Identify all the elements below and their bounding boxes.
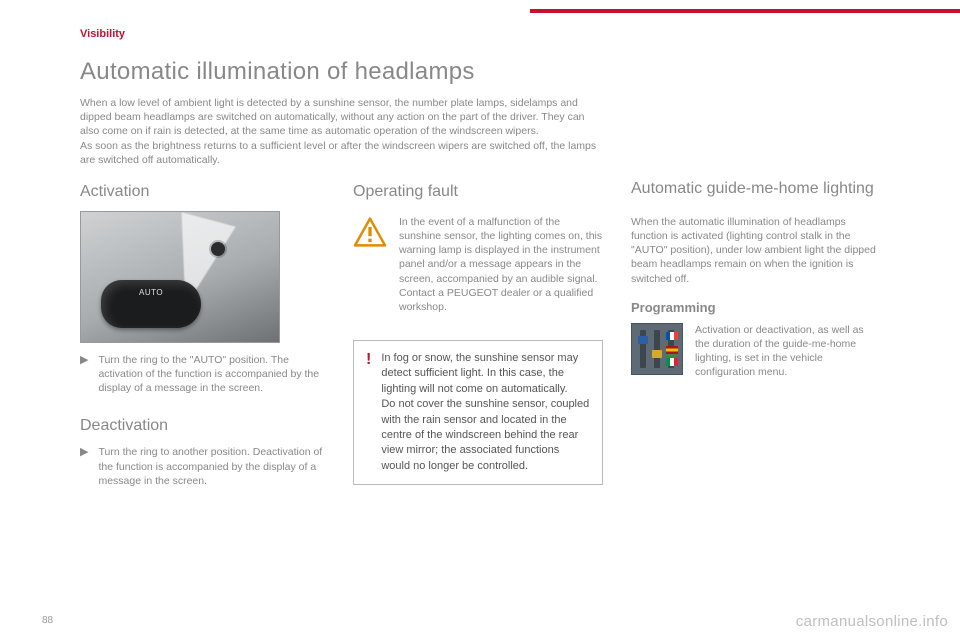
flag-icon xyxy=(666,358,678,366)
slider-graphic xyxy=(654,330,660,368)
programming-row: Activation or deactivation, as well as t… xyxy=(631,323,881,380)
activation-heading: Activation xyxy=(80,183,325,201)
column-left: Activation ▶ Turn the ring to the "AUTO"… xyxy=(80,179,325,494)
flag-icon xyxy=(666,332,678,340)
operating-fault-heading: Operating fault xyxy=(353,183,603,201)
operating-fault-row: In the event of a malfunction of the sun… xyxy=(353,215,603,314)
activation-bullet-text: Turn the ring to the "AUTO" position. Th… xyxy=(98,353,325,396)
header-red-bar xyxy=(530,9,960,13)
page-title: Automatic illumination of headlamps xyxy=(80,58,912,86)
activation-photo xyxy=(80,211,280,343)
deactivation-bullet-text: Turn the ring to another position. Deact… xyxy=(98,445,325,488)
programming-heading: Programming xyxy=(631,300,881,315)
callout-text: In fog or snow, the sunshine sensor may … xyxy=(381,351,590,474)
guide-me-home-text: When the automatic illumination of headl… xyxy=(631,215,881,286)
slider-graphic xyxy=(640,330,646,368)
flag-icon xyxy=(666,346,678,354)
page-content: Visibility Automatic illumination of hea… xyxy=(0,0,960,494)
page-number: 88 xyxy=(42,615,53,626)
watermark-text: carmanualsonline.info xyxy=(796,613,948,630)
activation-bullet: ▶ Turn the ring to the "AUTO" position. … xyxy=(80,353,325,396)
guide-me-home-heading: Automatic guide-me-home lighting xyxy=(631,179,881,199)
configuration-menu-icon xyxy=(631,323,683,375)
section-label: Visibility xyxy=(80,28,912,40)
warning-callout: ! In fog or snow, the sunshine sensor ma… xyxy=(353,340,603,485)
deactivation-heading: Deactivation xyxy=(80,417,325,435)
content-columns: Activation ▶ Turn the ring to the "AUTO"… xyxy=(80,179,912,494)
lighting-stalk-graphic xyxy=(101,280,201,328)
sensor-dot-graphic xyxy=(211,242,225,256)
exclamation-icon: ! xyxy=(366,352,371,474)
programming-text: Activation or deactivation, as well as t… xyxy=(695,323,881,380)
deactivation-bullet: ▶ Turn the ring to another position. Dea… xyxy=(80,445,325,488)
warning-triangle-icon xyxy=(353,217,387,247)
intro-paragraph: When a low level of ambient light is det… xyxy=(80,96,605,167)
column-right: Automatic guide-me-home lighting When th… xyxy=(631,179,881,494)
bullet-arrow-icon: ▶ xyxy=(80,353,88,396)
column-middle: Operating fault In the event of a malfun… xyxy=(353,179,603,494)
bullet-arrow-icon: ▶ xyxy=(80,445,88,488)
operating-fault-text: In the event of a malfunction of the sun… xyxy=(399,215,603,314)
